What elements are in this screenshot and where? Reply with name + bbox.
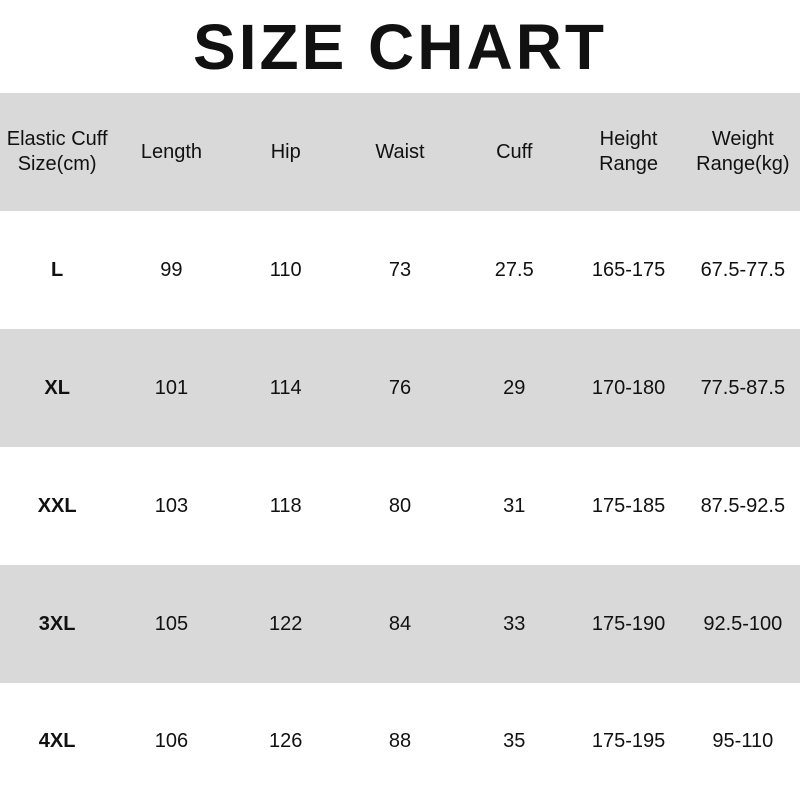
table-cell: 80 bbox=[388, 494, 412, 517]
table-cell: 84 bbox=[388, 612, 412, 635]
size-label: XXL bbox=[37, 494, 77, 517]
table-cell: 101 bbox=[154, 376, 189, 399]
table-row: 4XL 106 126 88 35 175-195 95-110 bbox=[0, 683, 800, 800]
column-header: Length bbox=[140, 140, 202, 163]
table-cell: 76 bbox=[388, 376, 412, 399]
table-cell: 122 bbox=[269, 612, 303, 635]
table-cell: 29 bbox=[503, 376, 526, 399]
table-cell: 175-190 bbox=[591, 612, 666, 635]
table-cell: 33 bbox=[503, 612, 526, 635]
table-cell: 27.5 bbox=[494, 258, 534, 281]
column-header: Waist bbox=[375, 140, 425, 163]
size-label: 3XL bbox=[38, 612, 76, 635]
size-label: 4XL bbox=[38, 730, 76, 752]
column-header: Elastic Cuff Size(cm) bbox=[6, 128, 108, 175]
table-cell: 165-175 bbox=[591, 258, 666, 281]
table-cell: 110 bbox=[269, 258, 302, 281]
table-row: XXL 103 118 80 31 175-185 87.5-92.5 bbox=[0, 447, 800, 565]
table-row: 3XL 105 122 84 33 175-190 92.5-100 bbox=[0, 565, 800, 683]
table-cell: 126 bbox=[269, 730, 303, 752]
size-table: Elastic Cuff Size(cm) Length Hip Waist Cuff H… bbox=[0, 93, 800, 800]
title: SIZE CHART bbox=[193, 10, 607, 83]
table-cell: 99 bbox=[160, 258, 183, 281]
column-header: Hip bbox=[270, 140, 301, 163]
column-header: Weight Range(kg) bbox=[696, 128, 790, 175]
table-cell: 114 bbox=[269, 376, 302, 399]
table-cell: 106 bbox=[154, 730, 189, 752]
table-cell: 35 bbox=[503, 730, 526, 752]
table-cell: 105 bbox=[154, 612, 189, 635]
table-cell: 88 bbox=[388, 730, 412, 752]
table-cell: 92.5-100 bbox=[703, 612, 783, 635]
column-header: Height Range bbox=[599, 128, 659, 175]
table-cell: 175-185 bbox=[591, 494, 666, 517]
table-cell: 118 bbox=[269, 494, 302, 517]
table-cell: 175-195 bbox=[591, 730, 666, 752]
table-cell: 73 bbox=[388, 258, 412, 281]
table-cell: 31 bbox=[503, 494, 526, 517]
table-cell: 95-110 bbox=[712, 730, 774, 752]
size-label: XL bbox=[44, 376, 70, 399]
table-cell: 87.5-92.5 bbox=[700, 494, 786, 517]
column-header: Cuff bbox=[496, 140, 533, 163]
table-cell: 103 bbox=[154, 494, 189, 517]
table-row: L 99 110 73 27.5 165-175 67.5-77.5 bbox=[0, 211, 800, 329]
table-row: XL 101 114 76 29 170-180 77.5-87.5 bbox=[0, 329, 800, 447]
table-cell: 77.5-87.5 bbox=[700, 376, 786, 399]
header-row: Elastic Cuff Size(cm) Length Hip Waist Cuff H… bbox=[0, 93, 800, 211]
size-label: L bbox=[51, 258, 64, 281]
table-cell: 67.5-77.5 bbox=[700, 258, 786, 281]
table-cell: 170-180 bbox=[591, 376, 666, 399]
